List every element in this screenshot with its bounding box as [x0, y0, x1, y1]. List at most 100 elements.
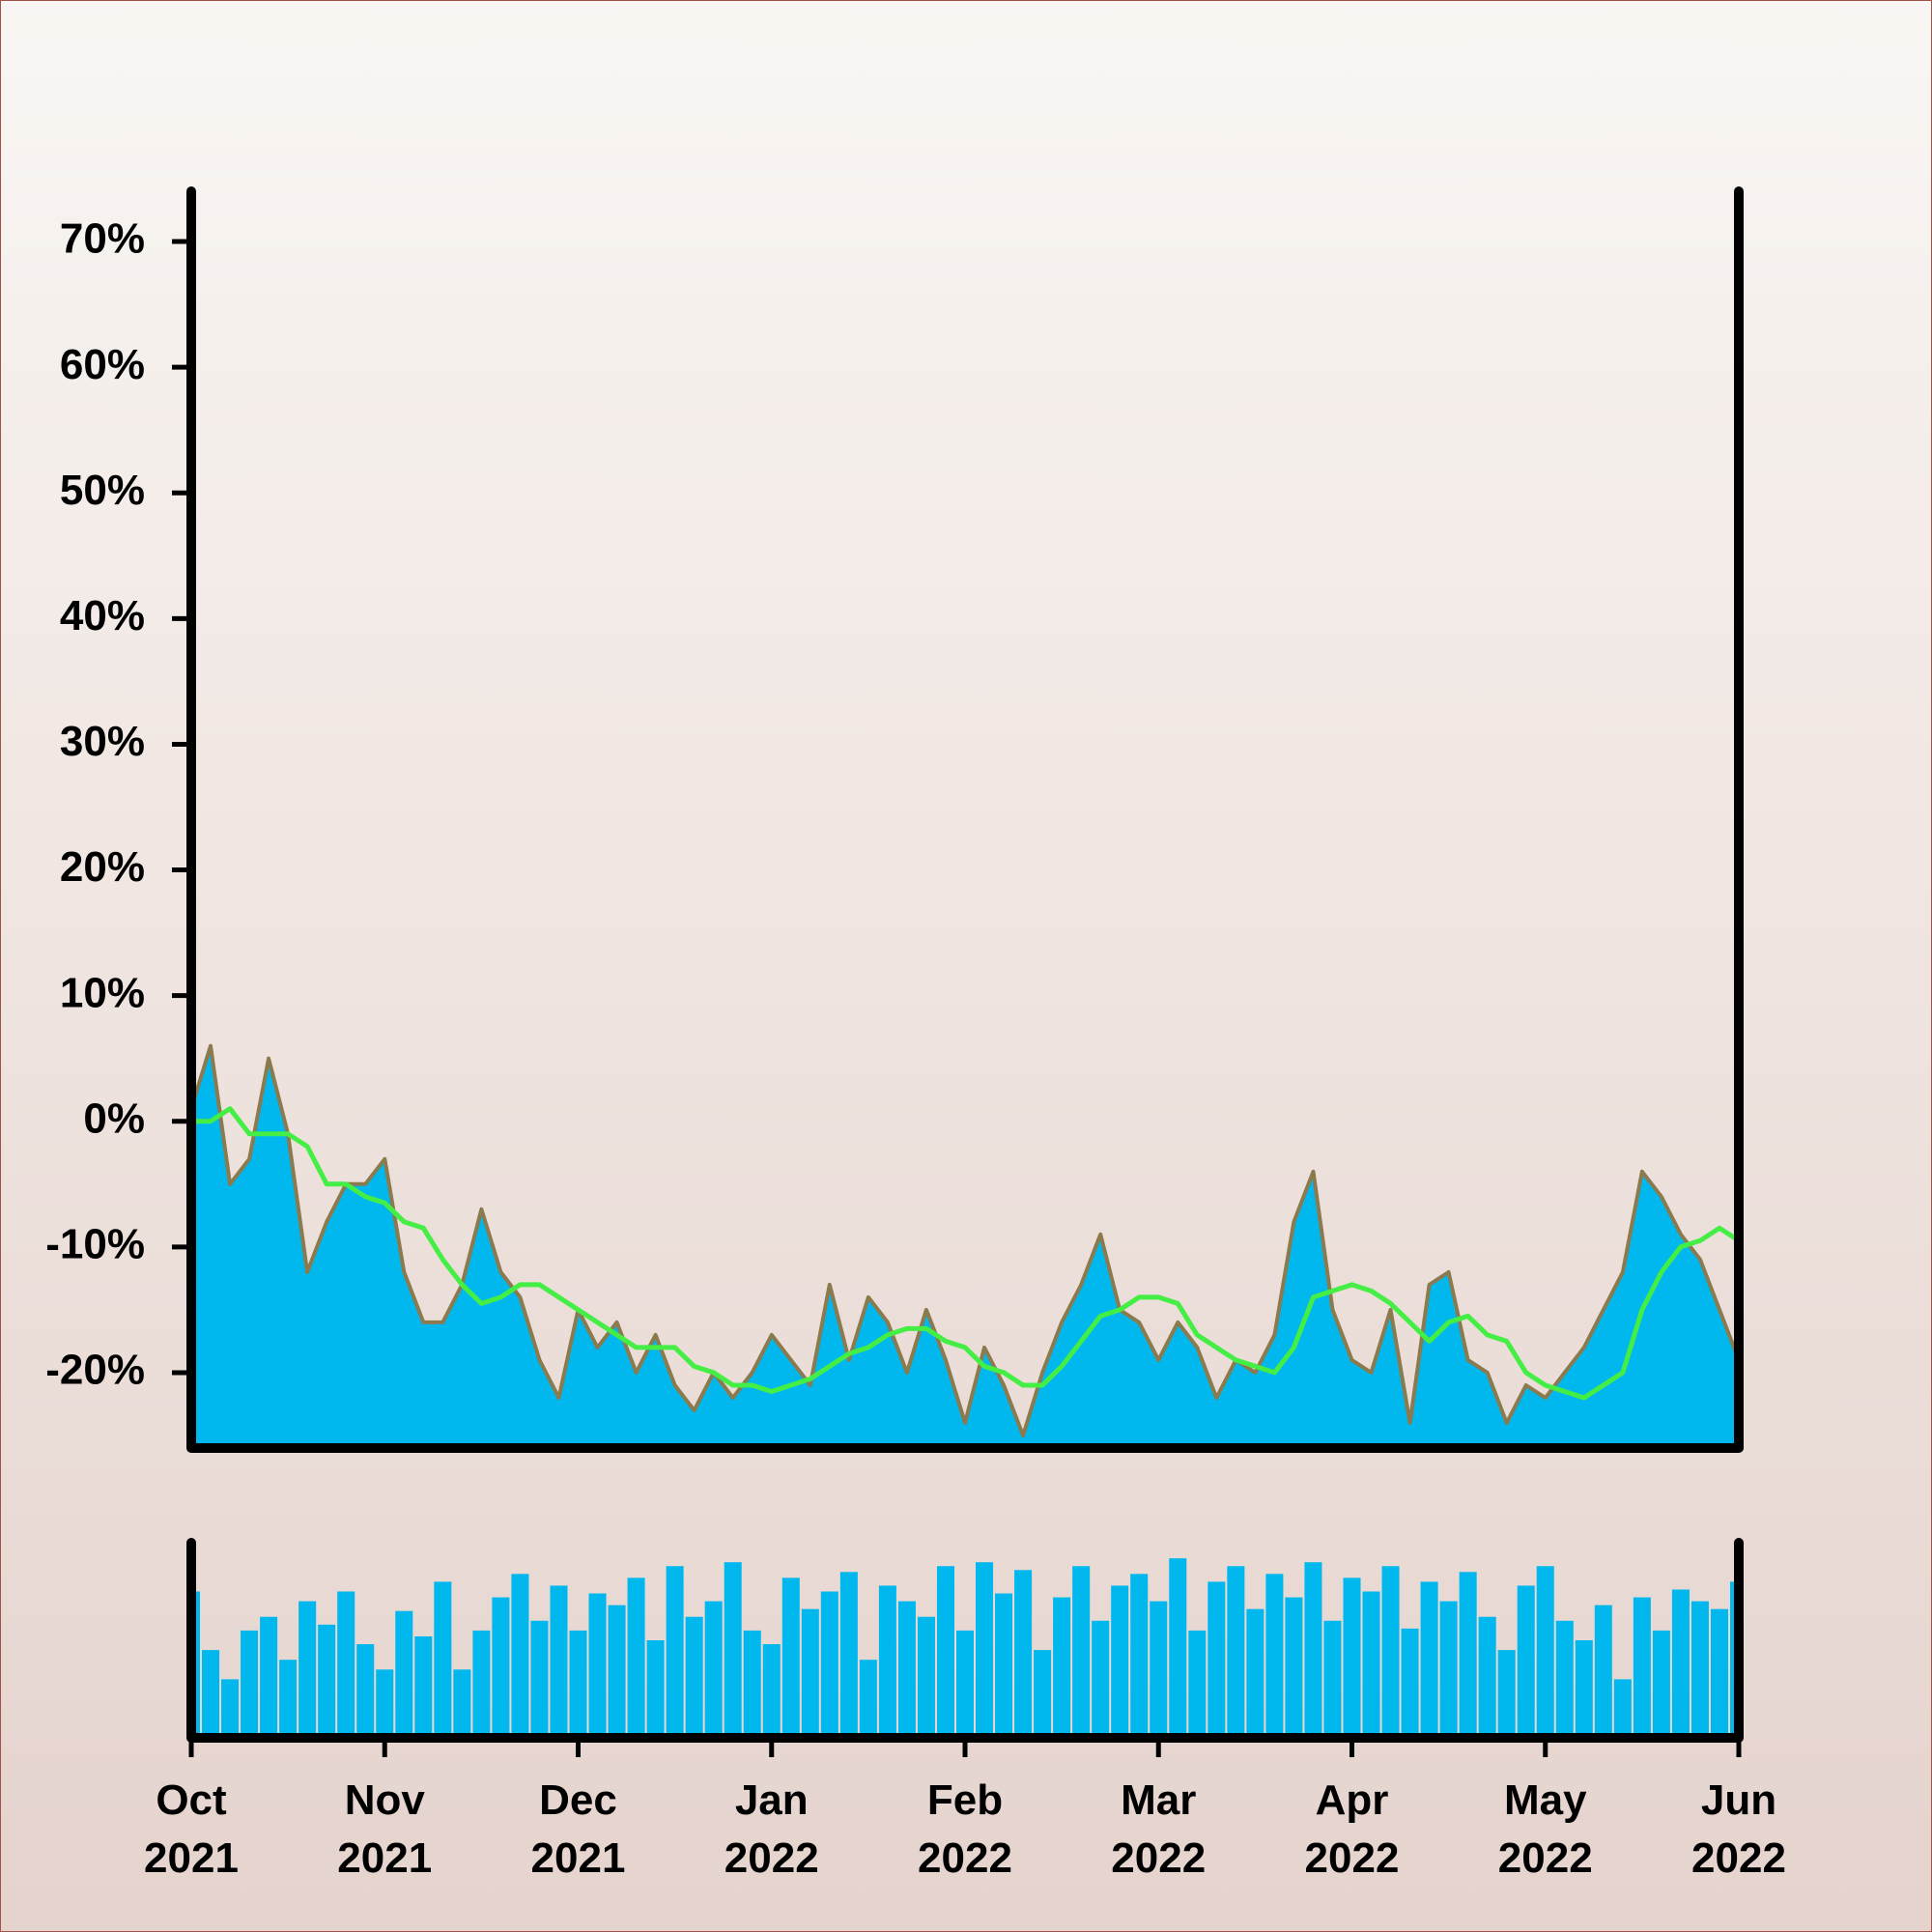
bar	[1111, 1585, 1129, 1738]
bar	[279, 1660, 298, 1738]
bar	[1285, 1597, 1303, 1738]
bar	[395, 1610, 413, 1738]
bar	[743, 1630, 761, 1738]
bar	[1497, 1650, 1516, 1738]
bar	[1227, 1566, 1245, 1738]
bar	[1420, 1581, 1438, 1738]
bar	[1014, 1570, 1033, 1738]
bar	[762, 1644, 781, 1738]
y-tick-label: 30%	[60, 718, 145, 765]
bar	[337, 1591, 355, 1738]
bar	[839, 1572, 858, 1738]
bar	[1671, 1589, 1690, 1738]
bar	[318, 1624, 336, 1738]
bar	[878, 1585, 896, 1738]
bar	[1459, 1572, 1477, 1738]
bar	[1517, 1585, 1535, 1738]
bar	[1072, 1566, 1091, 1738]
bar	[511, 1574, 529, 1738]
bar	[704, 1601, 723, 1738]
bar	[1575, 1640, 1593, 1738]
bar	[434, 1581, 452, 1738]
bar	[608, 1605, 626, 1738]
bar	[1323, 1620, 1342, 1738]
x-tick-label: Apr 2022	[1305, 1776, 1400, 1882]
bar	[627, 1577, 645, 1738]
bar	[1594, 1605, 1612, 1738]
x-tick-label: Dec 2021	[531, 1776, 626, 1882]
bar	[1265, 1574, 1284, 1738]
bar	[1034, 1650, 1052, 1738]
bar	[260, 1616, 278, 1738]
y-tick-label: 20%	[60, 843, 145, 891]
y-tick-label: 0%	[83, 1094, 145, 1142]
y-tick-label: 50%	[60, 467, 145, 514]
bar	[1169, 1558, 1187, 1738]
x-tick-label: Jan 2022	[724, 1776, 819, 1882]
bar	[221, 1679, 240, 1738]
bar	[1381, 1566, 1400, 1738]
bar	[1690, 1601, 1709, 1738]
line	[189, 1043, 1741, 1437]
bar	[588, 1593, 607, 1738]
bar	[1710, 1608, 1728, 1738]
bar	[646, 1640, 665, 1738]
bar	[917, 1616, 935, 1738]
y-tick-label: -10%	[45, 1220, 145, 1267]
bar	[1536, 1566, 1554, 1738]
bar	[1343, 1577, 1361, 1738]
bar	[1613, 1679, 1632, 1738]
bar	[356, 1644, 375, 1738]
bar	[897, 1601, 916, 1738]
bar	[1478, 1616, 1496, 1738]
bar	[1130, 1574, 1149, 1738]
bar	[1208, 1581, 1226, 1738]
bar	[376, 1669, 394, 1738]
bar	[801, 1608, 819, 1738]
bar	[1401, 1628, 1419, 1738]
bar	[1304, 1562, 1322, 1738]
bar	[569, 1630, 587, 1738]
bar	[859, 1660, 877, 1738]
bar	[724, 1562, 742, 1738]
x-tick-label: Jun 2022	[1691, 1776, 1786, 1882]
area	[191, 1045, 1739, 1448]
y-tick-label: 70%	[60, 215, 145, 263]
bar	[1246, 1608, 1264, 1738]
bar	[298, 1601, 317, 1738]
bar	[666, 1566, 684, 1738]
x-tick-label: Feb 2022	[918, 1776, 1012, 1882]
x-tick-label: Nov 2021	[337, 1776, 432, 1882]
axis-frame	[186, 186, 1744, 1453]
line	[191, 1106, 1741, 1401]
bar	[492, 1597, 510, 1738]
bar	[550, 1585, 568, 1738]
bar	[781, 1577, 800, 1738]
bar	[955, 1630, 975, 1738]
bar	[414, 1635, 433, 1738]
x-tick-label: Oct 2021	[144, 1776, 239, 1882]
bar	[976, 1562, 994, 1738]
bar	[241, 1630, 259, 1738]
bar	[1362, 1591, 1380, 1738]
y-tick-label: -20%	[45, 1347, 145, 1394]
bar	[1439, 1601, 1458, 1738]
bar	[820, 1591, 838, 1738]
bar	[453, 1669, 471, 1738]
bar	[202, 1650, 220, 1738]
bar	[530, 1620, 549, 1738]
y-tick-label: 60%	[60, 341, 145, 388]
bar	[936, 1566, 954, 1738]
bar	[685, 1616, 703, 1738]
bar	[1092, 1620, 1110, 1738]
axis-frame	[186, 1538, 1744, 1743]
bar	[1188, 1630, 1207, 1738]
bar	[995, 1593, 1013, 1738]
bar	[472, 1630, 491, 1738]
x-tick-label: May 2022	[1498, 1776, 1593, 1882]
y-tick-label: 40%	[60, 592, 145, 639]
y-tick-label: 10%	[60, 969, 145, 1016]
bar	[1150, 1601, 1168, 1738]
bar	[1555, 1620, 1574, 1738]
